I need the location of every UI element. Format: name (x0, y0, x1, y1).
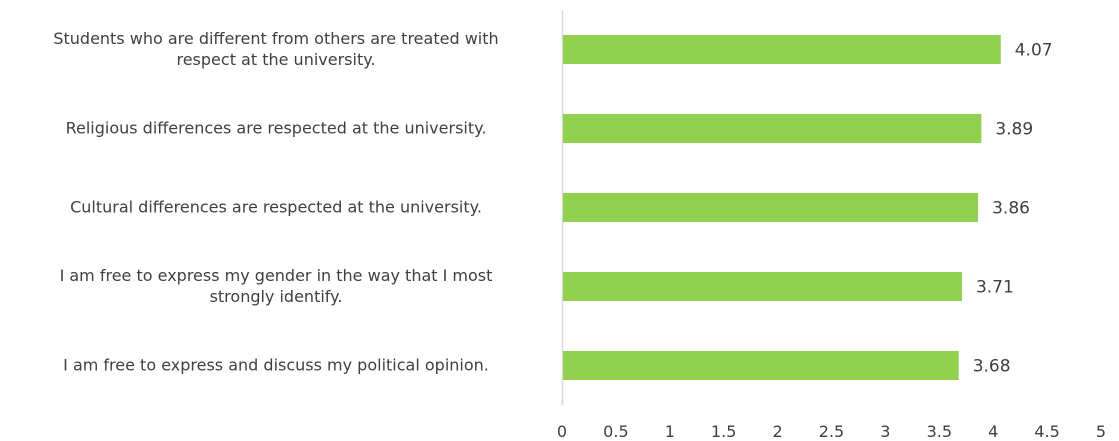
category-labels-group: Students who are different from others a… (53, 29, 498, 375)
category-label-line: Students who are different from others a… (53, 29, 498, 48)
x-tick-label: 1.5 (711, 422, 736, 441)
bar-4 (563, 272, 962, 301)
x-tick-label: 5 (1096, 422, 1106, 441)
bars-group (563, 35, 1001, 380)
value-label-3: 3.86 (992, 199, 1030, 219)
x-tick-label: 4.5 (1034, 422, 1059, 441)
bar-1 (563, 35, 1001, 64)
category-label-line: I am free to express and discuss my poli… (63, 356, 489, 375)
x-tick-label: 0 (557, 422, 567, 441)
category-label-line: I am free to express my gender in the wa… (60, 266, 493, 285)
x-tick-label: 4 (988, 422, 998, 441)
x-tick-label: 1 (665, 422, 675, 441)
category-label-line: Cultural differences are respected at th… (70, 198, 482, 217)
category-label-line: Religious differences are respected at t… (66, 119, 487, 138)
bar-2 (563, 114, 982, 143)
bar-5 (563, 351, 959, 380)
category-label-2: Religious differences are respected at t… (66, 119, 487, 138)
category-label-1: Students who are different from others a… (53, 29, 498, 69)
value-label-5: 3.68 (973, 357, 1011, 377)
value-label-1: 4.07 (1015, 41, 1053, 61)
category-label-3: Cultural differences are respected at th… (70, 198, 482, 217)
x-tick-label: 3.5 (927, 422, 952, 441)
value-labels-group: 4.07 3.89 3.86 3.71 3.68 (973, 41, 1053, 377)
category-label-line: strongly identify. (210, 287, 343, 306)
x-tick-label: 2.5 (819, 422, 844, 441)
x-tick-labels-group: 0 0.5 1 1.5 2 2.5 3 3.5 4 4.5 5 (557, 422, 1106, 441)
category-label-line: respect at the university. (176, 50, 375, 69)
x-tick-label: 3 (880, 422, 890, 441)
x-tick-label: 0.5 (603, 422, 628, 441)
category-label-5: I am free to express and discuss my poli… (63, 356, 489, 375)
category-label-4: I am free to express my gender in the wa… (60, 266, 493, 306)
x-tick-label: 2 (773, 422, 783, 441)
value-label-4: 3.71 (976, 278, 1014, 298)
bar-3 (563, 193, 979, 222)
value-label-2: 3.89 (995, 120, 1033, 140)
